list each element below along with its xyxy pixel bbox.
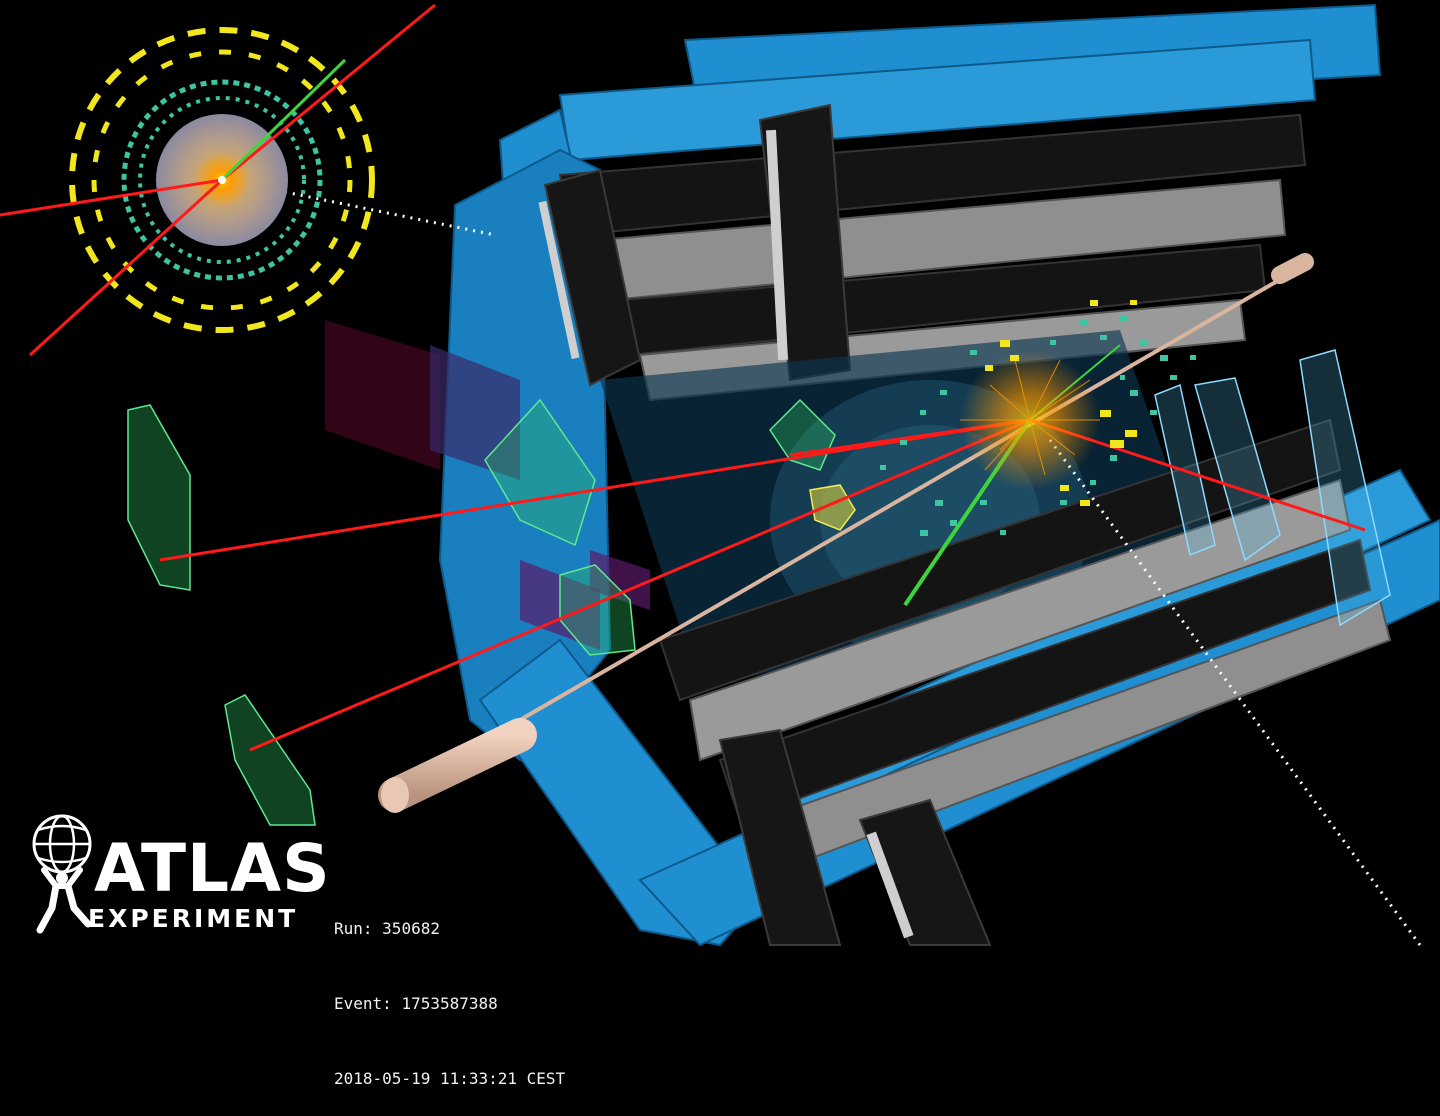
logo-subtitle: EXPERIMENT [88,904,299,933]
event-line: Event: 1753587388 [334,991,565,1016]
event-label: Event: [334,994,392,1013]
datetime: 2018-05-19 11:33:21 CEST [334,1069,566,1088]
muon-chambers [127,398,856,826]
logo-title: ATLAS [94,830,331,907]
collision-vertex [960,350,1100,490]
event-info: Run: 350682 Event: 1753587388 2018-05-19… [334,866,565,1116]
run-line: Run: 350682 [334,916,565,941]
event-display-scene [0,3,1440,947]
beam-pipe [378,253,1314,813]
run-label: Run: [334,919,373,938]
calorimeter-cells [880,300,1196,536]
event-value: 1753587388 [401,994,498,1013]
transverse-view-inset [0,3,436,357]
run-value: 350682 [382,919,440,938]
atlas-globe-icon [32,814,92,934]
particle-tracks [159,190,1422,946]
atlas-logo: ATLAS EXPERIMENT [22,812,330,942]
endcap-chambers [1154,349,1391,627]
detector-body [325,3,1440,947]
